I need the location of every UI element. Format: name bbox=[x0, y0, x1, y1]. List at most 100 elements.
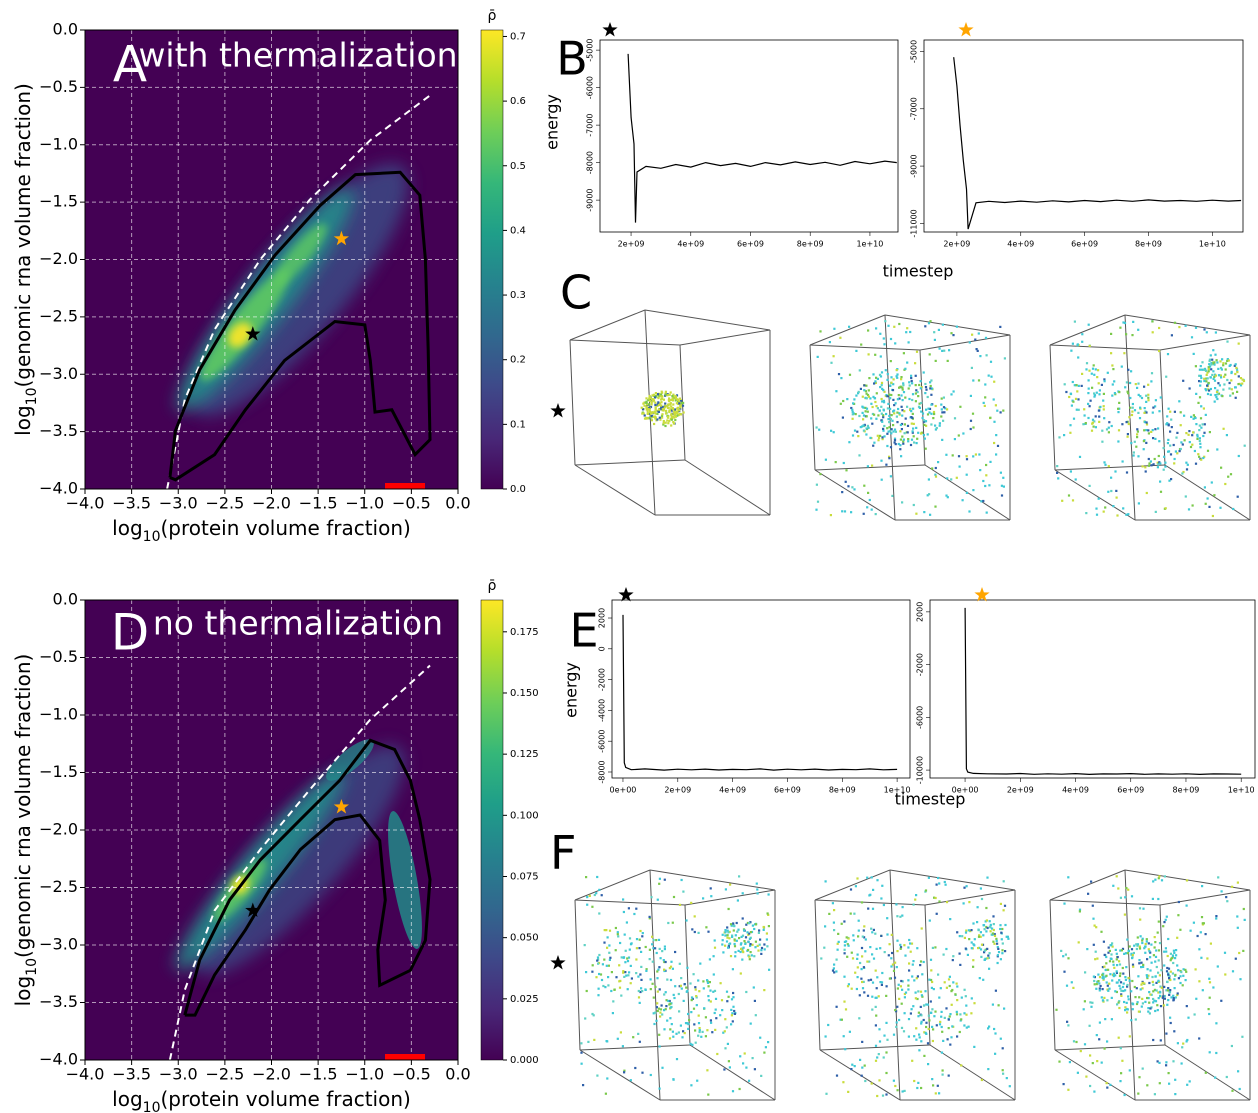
particle bbox=[683, 1000, 685, 1002]
particle bbox=[915, 427, 917, 429]
particle bbox=[595, 976, 597, 978]
particle bbox=[1170, 953, 1172, 955]
particle bbox=[910, 410, 912, 412]
particle bbox=[1138, 962, 1140, 964]
particle bbox=[1209, 376, 1211, 378]
particle bbox=[1197, 402, 1199, 404]
particle bbox=[656, 1002, 658, 1004]
particle bbox=[906, 406, 908, 408]
y-tick-label: −0.5 bbox=[39, 647, 78, 666]
particle bbox=[838, 373, 840, 375]
particle bbox=[1152, 412, 1154, 414]
particle bbox=[748, 956, 750, 958]
particle bbox=[894, 977, 896, 979]
particle bbox=[852, 434, 854, 436]
particle bbox=[949, 918, 951, 920]
particle bbox=[1226, 900, 1228, 902]
particle bbox=[911, 380, 913, 382]
particle bbox=[736, 922, 738, 924]
particle bbox=[855, 350, 857, 352]
particle bbox=[973, 1046, 975, 1048]
particle bbox=[900, 394, 902, 396]
particle bbox=[581, 1063, 583, 1065]
x-tick-label: 4e+09 bbox=[719, 786, 746, 795]
particle bbox=[1072, 987, 1074, 989]
particle bbox=[995, 434, 997, 436]
particle bbox=[1216, 448, 1218, 450]
particle bbox=[1223, 376, 1225, 378]
particle bbox=[1109, 973, 1111, 975]
particle bbox=[1118, 402, 1120, 404]
particle bbox=[1182, 1043, 1184, 1045]
particle bbox=[1200, 459, 1202, 461]
particle bbox=[870, 928, 872, 930]
particle bbox=[976, 921, 978, 923]
particle bbox=[1231, 388, 1233, 390]
particle bbox=[927, 413, 929, 415]
particle bbox=[759, 1037, 761, 1039]
particle bbox=[863, 929, 865, 931]
particle bbox=[607, 984, 609, 986]
particle bbox=[669, 1017, 671, 1019]
particle bbox=[1095, 926, 1097, 928]
particle bbox=[837, 933, 839, 935]
particle bbox=[734, 938, 736, 940]
particle bbox=[715, 998, 717, 1000]
particle bbox=[877, 414, 879, 416]
particle bbox=[844, 944, 846, 946]
particle bbox=[1124, 896, 1126, 898]
particle bbox=[1077, 398, 1079, 400]
particle bbox=[1073, 418, 1075, 420]
particle bbox=[760, 949, 762, 951]
particle bbox=[930, 969, 932, 971]
particle bbox=[1140, 962, 1142, 964]
particle bbox=[1214, 387, 1216, 389]
particle bbox=[673, 411, 675, 413]
particle bbox=[994, 1032, 996, 1034]
render-edge bbox=[575, 900, 685, 905]
particle bbox=[1129, 1069, 1131, 1071]
particle bbox=[1123, 1001, 1125, 1003]
particle bbox=[743, 929, 745, 931]
particle bbox=[1168, 1083, 1170, 1085]
particle bbox=[748, 1080, 750, 1082]
particle bbox=[867, 329, 869, 331]
particle bbox=[625, 975, 627, 977]
particle bbox=[867, 908, 869, 910]
particle bbox=[714, 990, 716, 992]
particle bbox=[959, 1013, 961, 1015]
particle bbox=[920, 1006, 922, 1008]
particle bbox=[872, 982, 874, 984]
particle bbox=[920, 380, 922, 382]
particle bbox=[885, 369, 887, 371]
particle bbox=[1155, 949, 1157, 951]
particle bbox=[980, 956, 982, 958]
particle bbox=[741, 959, 743, 961]
particle bbox=[1195, 968, 1197, 970]
particle bbox=[921, 994, 923, 996]
particle bbox=[609, 957, 611, 959]
particle bbox=[1167, 955, 1169, 957]
particle bbox=[1118, 1007, 1120, 1009]
particle bbox=[748, 941, 750, 943]
particle bbox=[925, 389, 927, 391]
particle bbox=[1203, 380, 1205, 382]
particle bbox=[1076, 390, 1078, 392]
particle bbox=[679, 406, 681, 408]
particle bbox=[919, 964, 921, 966]
particle bbox=[1113, 967, 1115, 969]
particle bbox=[680, 985, 682, 987]
particle bbox=[923, 1055, 925, 1057]
particle bbox=[932, 1028, 934, 1030]
particle bbox=[731, 1012, 733, 1014]
particle bbox=[1150, 460, 1152, 462]
particle bbox=[1003, 909, 1005, 911]
particle bbox=[947, 360, 949, 362]
particle bbox=[903, 944, 905, 946]
particle bbox=[665, 961, 667, 963]
particle bbox=[988, 968, 990, 970]
particle bbox=[1168, 450, 1170, 452]
particle bbox=[1166, 981, 1168, 983]
particle bbox=[617, 1038, 619, 1040]
particle bbox=[1118, 985, 1120, 987]
